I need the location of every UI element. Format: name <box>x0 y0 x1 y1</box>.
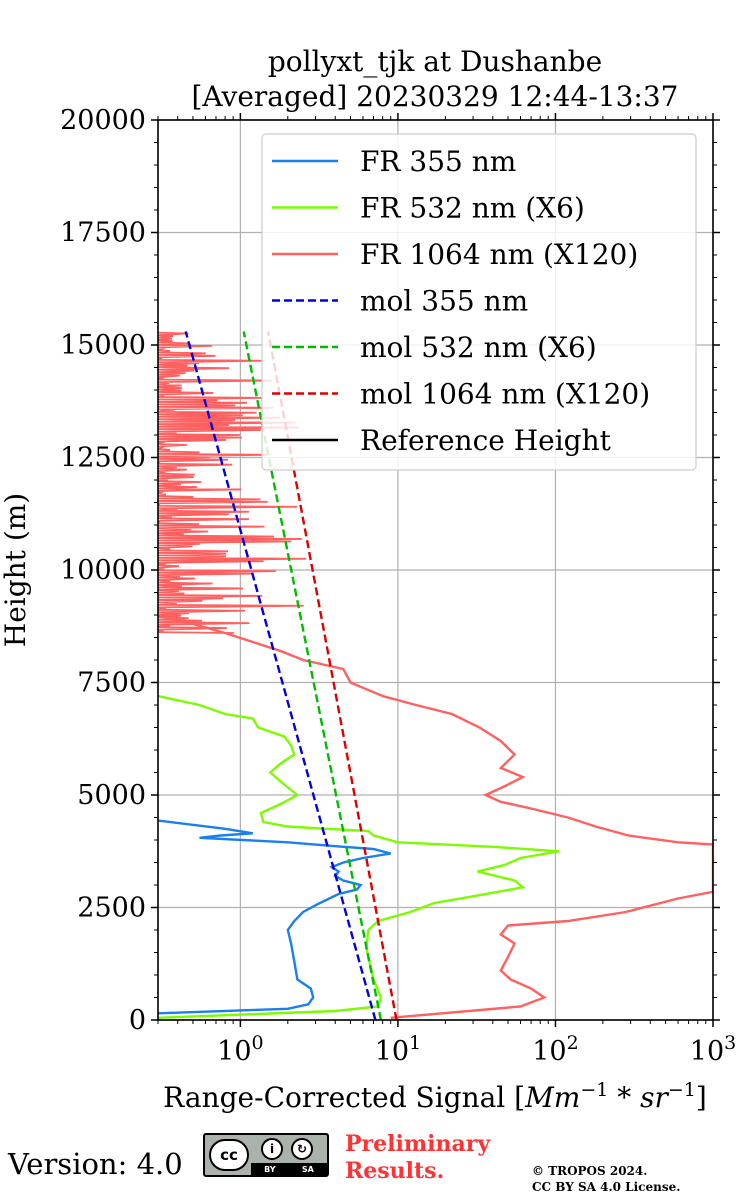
y-tick-label: 0 <box>129 1005 146 1036</box>
series-line-0 <box>158 819 392 1015</box>
version-label: Version: 4.0 <box>8 1147 183 1181</box>
y-tick-label: 12500 <box>60 443 146 474</box>
cc-sa-label: SA <box>301 1164 314 1174</box>
legend-label-6: Reference Height <box>360 424 612 457</box>
preliminary-line1: Preliminary <box>345 1131 491 1157</box>
y-tick-label: 17500 <box>60 218 146 249</box>
legend-label-4: mol 532 nm (X6) <box>360 331 597 364</box>
series-line-4 <box>242 331 383 1020</box>
legend-label-2: FR 1064 nm (X120) <box>360 238 638 271</box>
legend-box <box>261 133 697 471</box>
series-line-1 <box>158 694 560 1019</box>
chart-title: pollyxt_tjk at Dushanbe <box>268 45 602 78</box>
cc-license-badge[interactable]: cc i ↻ BY SA <box>203 1133 329 1177</box>
y-tick-label: 15000 <box>60 330 146 361</box>
y-tick-label: 2500 <box>77 893 146 924</box>
x-tick-label: 102 <box>532 1032 578 1067</box>
legend-label-5: mol 1064 nm (X120) <box>360 378 650 411</box>
copyright-line1: © TROPOS 2024. <box>532 1164 648 1178</box>
x-axis-label: Range-Corrected Signal [Mm−1 * sr−1] <box>163 1079 707 1114</box>
cc-logo-icon: cc <box>209 1139 249 1171</box>
copyright-line2: CC BY SA 4.0 License. <box>532 1180 681 1194</box>
x-tick-label: 103 <box>690 1032 736 1067</box>
person-icon: i <box>261 1138 283 1160</box>
y-axis-label: Height (m) <box>0 493 32 647</box>
legend-label-3: mol 355 nm <box>360 285 528 318</box>
legend-label-1: FR 532 nm (X6) <box>360 192 585 225</box>
fr-1064-noise-trace <box>158 331 307 634</box>
y-tick-label: 7500 <box>77 668 146 699</box>
cc-strip: BY SA <box>251 1163 327 1175</box>
series-line-2 <box>158 613 713 1019</box>
preliminary-results-label: Preliminary Results. <box>345 1131 490 1185</box>
series-line-3 <box>184 331 377 1020</box>
chart-subtitle: [Averaged] 20230329 12:44-13:37 <box>192 80 679 113</box>
share-alike-icon: ↻ <box>291 1138 313 1160</box>
tick-layer: 0 2500 5000 7500 10000 12500 15000 17500 20000 10… <box>60 105 736 1067</box>
x-tick-label: 101 <box>375 1032 421 1067</box>
y-tick-label: 10000 <box>60 555 146 586</box>
cc-by-label: BY <box>264 1164 276 1174</box>
legend: FR 355 nm FR 532 nm (X6) FR 1064 nm (X120)… <box>261 133 697 471</box>
legend-label-0: FR 355 nm <box>360 145 516 178</box>
y-tick-label: 20000 <box>60 105 146 136</box>
x-tick-label: 100 <box>217 1032 263 1067</box>
preliminary-line2: Results. <box>345 1158 445 1184</box>
copyright-label: © TROPOS 2024. CC BY SA 4.0 License. <box>532 1163 680 1195</box>
y-tick-label: 5000 <box>77 780 146 811</box>
fr-1064-noise-band <box>158 331 307 634</box>
lidar-signal-chart: 0 2500 5000 7500 10000 12500 15000 17500 20000 10… <box>0 45 736 1114</box>
